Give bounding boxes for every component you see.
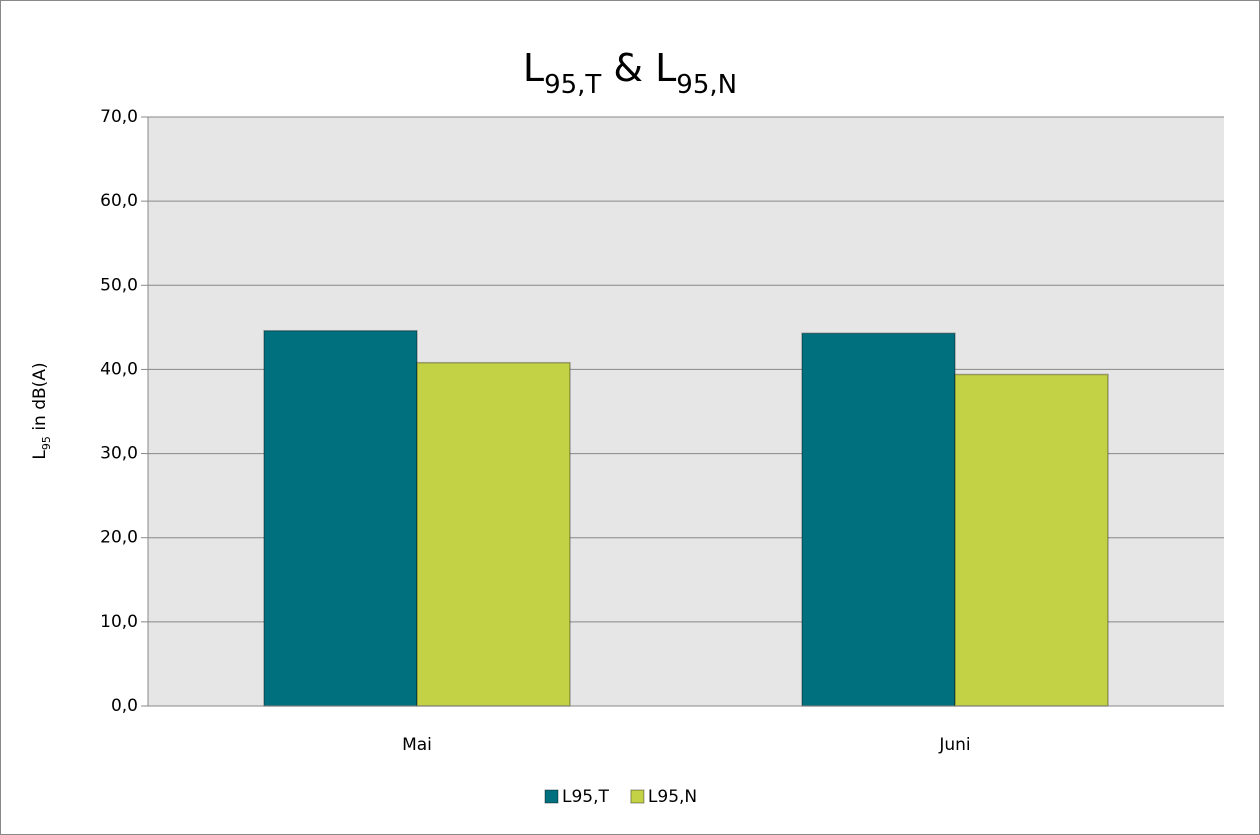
text-part: L (30, 450, 50, 460)
legend-swatch (630, 789, 645, 804)
subscript: 95,N (676, 70, 737, 100)
bar (954, 373, 1109, 707)
y-tick-label: 50,0 (100, 275, 138, 295)
chart-title: L95,T & L95,N (523, 46, 737, 100)
y-tick-label: 60,0 (100, 191, 138, 211)
y-tick-label: 10,0 (100, 612, 138, 632)
y-tick-label: 0,0 (111, 696, 138, 716)
text-part: in dB(A) (30, 362, 50, 436)
x-tick-label: Juni (938, 735, 970, 755)
bar (263, 329, 418, 707)
y-tick-label: 40,0 (100, 359, 138, 379)
bar (801, 332, 956, 707)
y-tick-label: 20,0 (100, 528, 138, 548)
legend-label: L95,T (562, 787, 610, 807)
y-tick-label: 30,0 (100, 444, 138, 464)
y-axis-label: L95 in dB(A) (30, 362, 53, 459)
subscript: 95,T (544, 70, 601, 100)
y-tick-label: 70,0 (100, 107, 138, 127)
bar (416, 361, 571, 707)
subscript: 95 (40, 436, 53, 450)
text-part: & L (601, 46, 676, 90)
legend-swatch (544, 789, 559, 804)
text-part: L (523, 46, 544, 90)
legend-label: L95,N (648, 787, 697, 807)
x-tick-label: Mai (402, 735, 432, 755)
legend: L95,T L95,N (544, 787, 697, 807)
